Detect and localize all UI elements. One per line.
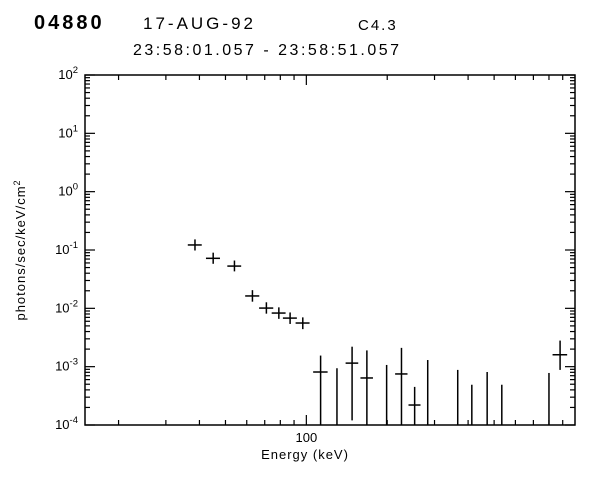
data-point <box>245 290 260 302</box>
data-point <box>271 307 286 319</box>
y-axis-label-text: photons/sec/keV/cm <box>13 185 29 321</box>
y-tick-label: 101 <box>58 123 78 140</box>
data-point <box>259 302 274 314</box>
data-point <box>360 350 373 425</box>
data-point <box>552 340 568 370</box>
event-date: 17-AUG-92 <box>143 14 256 33</box>
y-tick-label: 100 <box>58 182 78 199</box>
y-tick-label: 10-3 <box>55 357 78 374</box>
event-id: 04880 <box>34 12 105 34</box>
data-point <box>395 347 408 425</box>
data-point <box>187 239 202 251</box>
axis-ticks <box>85 74 575 426</box>
x-tick-label: 100 <box>295 430 317 445</box>
time-range: 23:58:01.057 - 23:58:51.057 <box>133 42 402 59</box>
data-point <box>313 355 328 425</box>
y-tick-label: 10-4 <box>55 415 78 432</box>
data-points <box>187 239 568 425</box>
y-axis-label: photons/sec/keV/cm2 <box>12 179 28 320</box>
data-point <box>282 312 297 324</box>
y-tick-label: 10-1 <box>55 240 78 257</box>
plot-frame <box>84 74 576 426</box>
y-axis-label-exponent: 2 <box>11 179 22 186</box>
y-tick-label: 10-2 <box>55 298 78 315</box>
goes-class: C4.3 <box>358 17 398 34</box>
data-point <box>295 317 310 330</box>
y-tick-label: 102 <box>58 65 78 82</box>
data-point <box>227 260 242 272</box>
data-point <box>205 252 220 264</box>
data-point <box>345 346 359 421</box>
data-point <box>408 386 421 425</box>
x-axis-label: Energy (keV) <box>261 447 349 462</box>
